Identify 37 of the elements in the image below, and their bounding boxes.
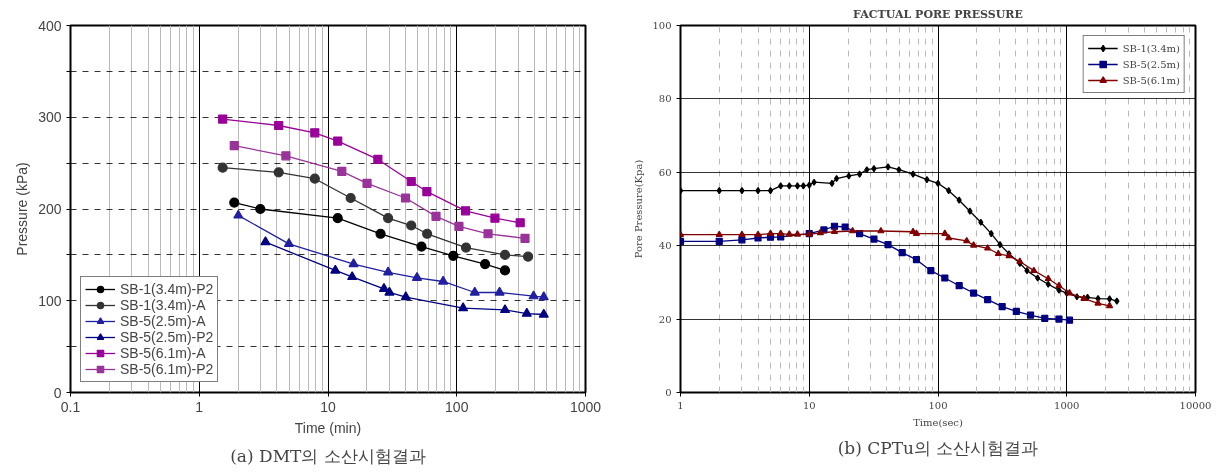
chart-title: FACTUAL PORE PRESSURE <box>853 7 1023 21</box>
legend-label: SB-5(6.1m)-P2 <box>120 361 214 377</box>
x-tick-label: 1000 <box>1054 399 1080 411</box>
legend-label: SB-1(3.4m)-P2 <box>120 281 214 297</box>
legend-label: SB-5(6.1m)-A <box>120 345 206 361</box>
y-tick-label: 0 <box>53 384 62 401</box>
legend-label: SB-1(3.4m) <box>1122 41 1180 56</box>
x-tick-label: 100 <box>445 398 469 415</box>
y-tick-label: 400 <box>38 17 62 34</box>
y-axis-title: Pore Pressure(Kpa) <box>633 159 645 259</box>
y-tick-label: 200 <box>38 201 62 217</box>
legend-label: SB-5(2.5m)-P2 <box>120 329 214 345</box>
x-tick-label: 0.1 <box>60 398 81 415</box>
y-tick-label: 100 <box>38 292 62 309</box>
y-tick-label: 0 <box>665 387 672 398</box>
y-tick-label: 40 <box>658 240 672 252</box>
x-tick-label: 1000 <box>569 398 602 415</box>
y-tick-label: 100 <box>652 20 672 31</box>
legend-label: SB-1(3.4m)-A <box>120 297 206 313</box>
text: (a) DMT의 소산시험결과 <box>230 445 426 466</box>
y-tick-label: 20 <box>658 313 672 325</box>
y-tick-label: 300 <box>38 109 62 126</box>
y-tick-label: 60 <box>658 166 672 178</box>
x-tick-label: 100 <box>928 399 948 411</box>
y-axis-title: Pressure (kPa) <box>14 162 31 256</box>
x-tick-label: 10 <box>320 398 336 415</box>
x-tick-label: 10 <box>802 399 816 411</box>
x-axis-title: Time(sec) <box>913 416 963 428</box>
y-tick-label: 80 <box>658 93 672 105</box>
x-tick-label: 1 <box>677 399 684 411</box>
legend-label: SB-5(2.5m) <box>1122 57 1180 72</box>
text: (b) CPTu의 소산시험결과 <box>837 437 1039 458</box>
x-tick-label: 1 <box>195 398 204 415</box>
x-tick-label: 10000 <box>1179 399 1212 411</box>
legend-label: SB-5(6.1m) <box>1122 73 1180 88</box>
legend-label: SB-5(2.5m)-A <box>120 313 206 329</box>
x-axis-title: Time (min) <box>294 419 362 436</box>
